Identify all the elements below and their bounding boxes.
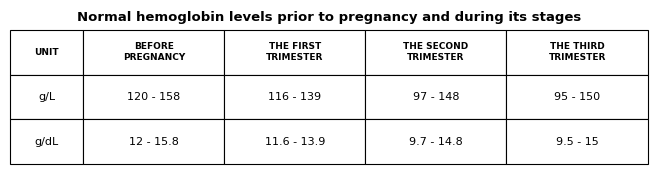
Text: THE THIRD
TRIMESTER: THE THIRD TRIMESTER [548,42,606,62]
Text: UNIT: UNIT [34,48,59,57]
Bar [84,30,224,75]
Text: g/dL: g/dL [34,137,59,147]
Bar [365,30,506,75]
Text: Normal hemoglobin levels prior to pregnancy and during its stages: Normal hemoglobin levels prior to pregna… [77,11,582,24]
Bar [224,75,365,119]
Text: THE FIRST
TRIMESTER: THE FIRST TRIMESTER [266,42,324,62]
Bar [506,75,648,119]
Text: 9.7 - 14.8: 9.7 - 14.8 [409,137,463,147]
Bar [10,75,84,119]
Text: 95 - 150: 95 - 150 [554,92,600,102]
Bar [84,75,224,119]
Text: THE SECOND
TRIMESTER: THE SECOND TRIMESTER [403,42,469,62]
Bar [224,30,365,75]
Bar [10,119,84,164]
Text: 120 - 158: 120 - 158 [127,92,181,102]
Text: 97 - 148: 97 - 148 [413,92,459,102]
Bar [506,30,648,75]
Bar [365,75,506,119]
Bar [224,119,365,164]
Bar [84,119,224,164]
Bar [506,119,648,164]
Bar [365,119,506,164]
Text: 116 - 139: 116 - 139 [268,92,322,102]
Text: g/L: g/L [38,92,55,102]
Text: BEFORE
PREGNANCY: BEFORE PREGNANCY [123,42,185,62]
Text: 12 - 15.8: 12 - 15.8 [129,137,179,147]
Text: 11.6 - 13.9: 11.6 - 13.9 [265,137,325,147]
Text: 9.5 - 15: 9.5 - 15 [556,137,598,147]
Bar [10,30,84,75]
